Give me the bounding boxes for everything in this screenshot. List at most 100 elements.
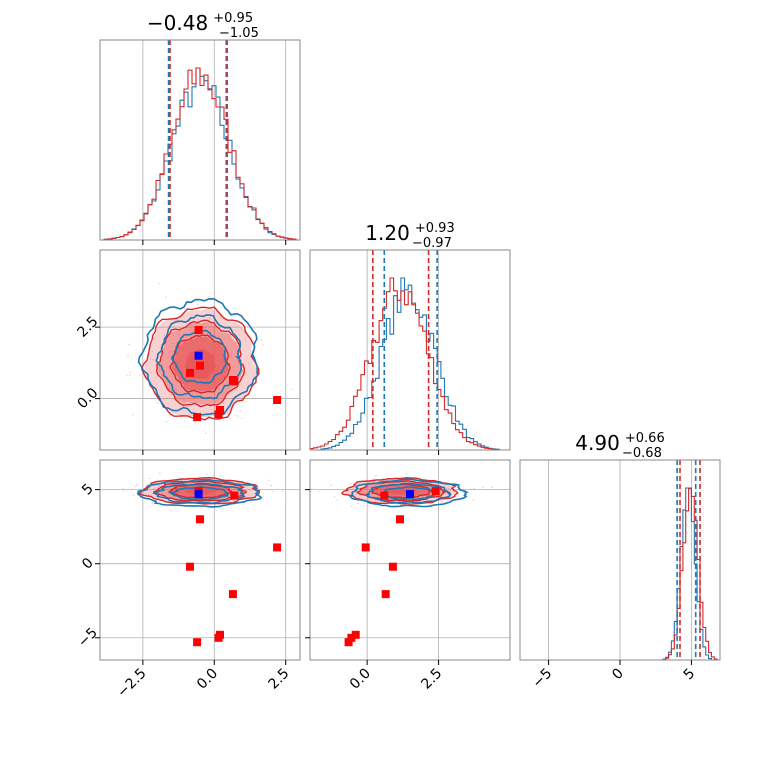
panel-p2-p3-sample-point bbox=[376, 484, 379, 486]
red-marker bbox=[347, 633, 356, 642]
panel-p1-p2-sample-point bbox=[165, 421, 168, 423]
panel-p2-p3-sample-point bbox=[374, 499, 377, 501]
panel-frame bbox=[99, 459, 301, 661]
panel-p1-p2-sample-point bbox=[138, 375, 140, 377]
truth-marker bbox=[194, 351, 203, 360]
panel-p1-p3-sample-point bbox=[170, 509, 172, 512]
title-param-3: 4.90 +0.66 bbox=[575, 431, 664, 455]
x-tick-label-param-2: 2.5 bbox=[418, 666, 445, 693]
panel-p1-p2-sample-point bbox=[245, 340, 247, 342]
panel-p1-p3-sample-point bbox=[158, 485, 160, 487]
x-tick-label-param-2: 0.0 bbox=[347, 666, 374, 693]
panel-p1-p2-sample-point bbox=[261, 339, 263, 341]
panel-p1-p3-sample-point bbox=[167, 493, 170, 495]
panel-p1-p3-sample-point bbox=[161, 493, 163, 495]
panel-p1-p2-sample-point bbox=[197, 303, 199, 306]
panel-p1-p2-sample-point bbox=[163, 334, 166, 337]
panel-frame bbox=[309, 459, 511, 661]
panel-p1-p3-sample-point bbox=[238, 493, 240, 495]
panel-p2-p3-sample-point bbox=[318, 490, 320, 492]
panel-p1-p2-sample-point bbox=[185, 405, 188, 408]
panel-p1-p2-blue-contour-2 bbox=[155, 314, 243, 400]
panel-p1-p2-sample-point bbox=[243, 331, 246, 334]
panel-p2-p3-sample-point bbox=[375, 475, 377, 477]
panel-p1-p3-sample-point bbox=[285, 497, 287, 499]
panel-p2-p3-sample-point bbox=[445, 487, 447, 489]
panel-p1-p2-sample-point bbox=[220, 317, 222, 319]
panel-p1-p2-sample-point bbox=[156, 402, 159, 404]
panel-frame bbox=[309, 249, 511, 451]
red-marker bbox=[381, 590, 390, 599]
panel-p1-p2-sample-point bbox=[153, 338, 155, 340]
panel-p1-p3-sample-point bbox=[165, 491, 168, 494]
panel-p1-p3-sample-point bbox=[228, 494, 230, 496]
panel-p1-p2-sample-point bbox=[213, 310, 215, 312]
panel-p1-p2-blue-contour-3 bbox=[171, 329, 228, 385]
panel-p2-p3-sample-point bbox=[366, 470, 368, 472]
panel-p2-p3-sample-point bbox=[336, 499, 338, 501]
histogram-param-2-red bbox=[309, 277, 510, 451]
title-param-2: 1.20 +0.93 bbox=[365, 221, 454, 245]
panel-p1-p2-sample-point bbox=[189, 326, 192, 328]
red-marker bbox=[193, 413, 202, 422]
panel-p1-p3-sample-point bbox=[149, 489, 151, 491]
truth-marker bbox=[406, 490, 414, 499]
red-marker bbox=[351, 630, 360, 639]
x-tick-label-param-3: −5 bbox=[529, 666, 555, 692]
panel-p1-p3-sample-point bbox=[122, 488, 124, 490]
panel-p1-p3-sample-point bbox=[268, 479, 270, 481]
red-marker bbox=[214, 633, 223, 642]
panel-p1-p2-sample-point bbox=[205, 432, 207, 435]
panel-p2-p3-blue-contour-2 bbox=[365, 482, 452, 504]
panel-p1-p2-sample-point bbox=[223, 402, 225, 405]
red-marker bbox=[196, 361, 204, 370]
title-2-median: 1.20 bbox=[365, 221, 410, 245]
red-marker bbox=[193, 638, 202, 647]
panel-p2-p3-sample-point bbox=[367, 481, 370, 484]
panel-p2-p3-sample-point bbox=[359, 494, 361, 496]
panel-p2-p3-sample-point bbox=[366, 485, 369, 488]
panel-p1-p2-sample-point bbox=[240, 328, 243, 330]
panel-p1-p2-sample-point bbox=[183, 398, 185, 400]
panel-p1-p3-sample-point bbox=[187, 476, 189, 479]
panel-p2-p3-sample-point bbox=[449, 489, 452, 491]
panel-p2-p3-red-contour-2 bbox=[356, 480, 447, 502]
panel-p2-p3-sample-point bbox=[445, 493, 447, 495]
histogram-param-1-red bbox=[100, 67, 300, 241]
histogram-param-2-blue bbox=[310, 277, 510, 451]
panel-p2-p3-sample-point bbox=[462, 492, 465, 494]
panel-p1-p2-sample-point bbox=[178, 333, 180, 336]
y-tick-label-row-2: 2.5 bbox=[74, 314, 101, 341]
panel-p1-p3-sample-point bbox=[246, 488, 248, 491]
panel-p2-p3-sample-point bbox=[349, 483, 352, 485]
red-marker bbox=[228, 590, 237, 599]
title-param-1: −0.48 +0.95 bbox=[147, 11, 253, 35]
panel-p1-p2-sample-point bbox=[190, 397, 193, 399]
panel-p1-p2-sample-point bbox=[236, 415, 239, 417]
panel-p1-p3-blue-contour-3 bbox=[169, 486, 230, 501]
panel-p2-p3-sample-point bbox=[486, 489, 489, 491]
red-marker bbox=[361, 543, 370, 552]
panel-p1-p2-sample-point bbox=[228, 418, 230, 420]
panel-p1-p2-sample-point bbox=[142, 309, 144, 312]
panel-p1-p3-sample-point bbox=[223, 497, 225, 499]
panel-p2-p3-sample-point bbox=[357, 493, 359, 495]
panel-p1-p2-sample-point bbox=[128, 343, 130, 346]
histogram-param-1-blue bbox=[100, 67, 300, 241]
panel-p1-p2-sample-point bbox=[263, 343, 265, 345]
red-marker bbox=[194, 326, 203, 334]
y-tick-label-row-2: 0.0 bbox=[74, 385, 101, 412]
panel-p1-p2-sample-point bbox=[174, 389, 177, 391]
panel-p1-p2-sample-point bbox=[152, 358, 154, 361]
panel-p1-p3-sample-point bbox=[179, 477, 181, 479]
panel-p1-p2-sample-point bbox=[174, 387, 176, 389]
panel-p2-p3-red-contour-1 bbox=[341, 477, 459, 505]
panel-p1-p2-sample-point bbox=[149, 358, 151, 360]
panel-p2-p3-sample-point bbox=[449, 490, 452, 492]
panel-p1-p3-sample-point bbox=[123, 490, 125, 493]
panel-p2-p3-sample-point bbox=[439, 499, 442, 501]
panel-p1-p2-sample-point bbox=[150, 372, 152, 374]
y-tick-label-row-3: −5 bbox=[75, 625, 101, 651]
y-tick-label-row-3: 0 bbox=[79, 555, 97, 573]
panel-p1-p3-sample-point bbox=[157, 486, 159, 488]
